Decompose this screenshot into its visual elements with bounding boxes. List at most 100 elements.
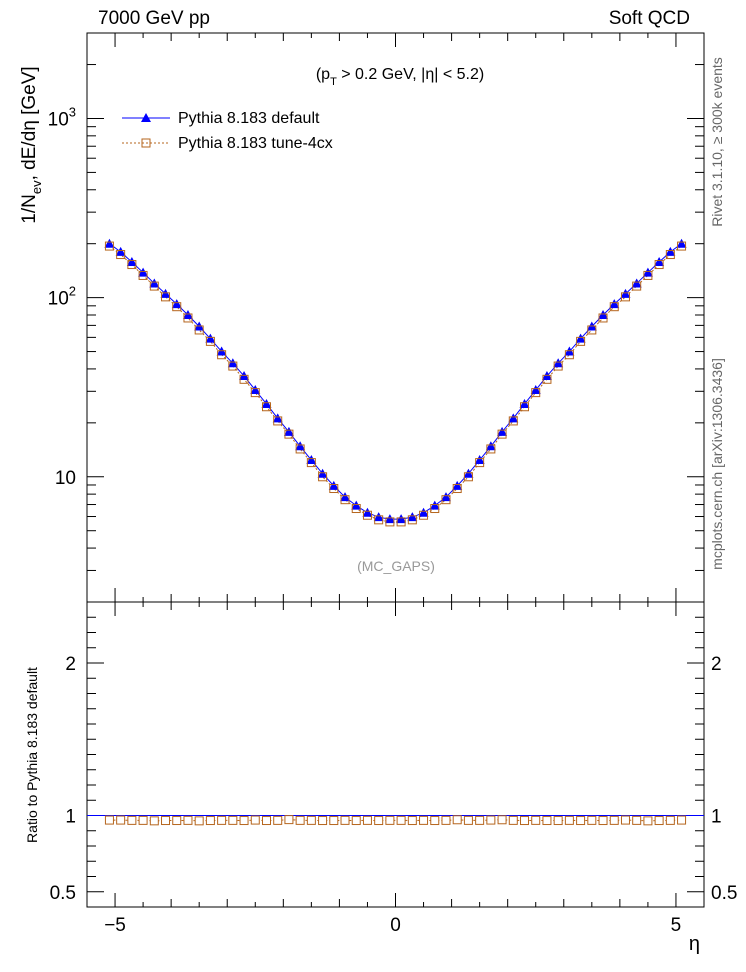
ratio-point-tune4cx [161, 816, 171, 826]
ratio-point-tune4cx [520, 816, 530, 826]
point-tune4cx [183, 313, 193, 323]
point-tune4cx [228, 361, 238, 371]
point-tune4cx [161, 292, 171, 302]
point-tune4cx [127, 260, 137, 270]
ratio-point-tune4cx [463, 815, 473, 825]
legend-marker-tune4cx [141, 138, 151, 148]
point-default [530, 385, 541, 395]
ratio-point-tune4cx [508, 815, 518, 825]
point-default [609, 299, 620, 309]
ratio-y-tick-label-right: 2 [711, 654, 722, 675]
point-tune4cx [318, 472, 328, 482]
ratio-point-tune4cx [430, 816, 440, 826]
point-default [182, 309, 193, 319]
point-tune4cx [497, 429, 507, 439]
ratio-point-tune4cx [149, 816, 159, 826]
point-tune4cx [239, 374, 249, 384]
ratio-point-tune4cx [250, 815, 260, 825]
point-default [104, 238, 115, 248]
legend: Pythia 8.183 default Pythia 8.183 tune-4… [122, 110, 333, 152]
legend-label-default: Pythia 8.183 default [178, 110, 320, 127]
x-tick-label: −5 [104, 915, 126, 936]
main-y-tick-label: 103 [48, 104, 76, 130]
ratio-point-tune4cx [576, 816, 586, 826]
ratio-point-tune4cx [261, 816, 271, 826]
point-default [474, 455, 485, 465]
series-line-default [109, 243, 682, 520]
point-tune4cx [531, 388, 541, 398]
x-tick-label: 0 [390, 915, 401, 936]
point-tune4cx [677, 241, 687, 251]
point-tune4cx [295, 444, 305, 454]
point-default [452, 480, 463, 490]
point-tune4cx [261, 402, 271, 412]
point-tune4cx [452, 484, 462, 494]
point-tune4cx [441, 495, 451, 505]
ratio-point-tune4cx [362, 815, 372, 825]
subtitle-rest: > 0.2 GeV, |η| < 5.2) [337, 66, 484, 83]
point-default [295, 441, 306, 451]
ratio-point-tune4cx [553, 816, 563, 826]
point-tune4cx [340, 495, 350, 505]
ratio-point-tune4cx [217, 815, 227, 825]
point-tune4cx [284, 429, 294, 439]
ratio-y-tick-label-right: 1 [711, 807, 722, 828]
ratio-point-tune4cx [587, 815, 597, 825]
point-tune4cx [273, 416, 283, 426]
ratio-point-tune4cx [452, 815, 462, 825]
ratio-point-tune4cx [116, 815, 126, 825]
ratio-point-tune4cx [632, 815, 642, 825]
point-tune4cx [564, 350, 574, 360]
point-tune4cx [643, 270, 653, 280]
point-default [149, 278, 160, 288]
point-default [665, 246, 676, 256]
ratio-point-tune4cx [183, 815, 193, 825]
point-default [676, 238, 687, 248]
point-default [171, 299, 182, 309]
point-tune4cx [486, 444, 496, 454]
mc-gaps-watermark: (MC_GAPS) [357, 558, 435, 574]
point-tune4cx [542, 374, 552, 384]
ratio-point-tune4cx [385, 815, 395, 825]
point-default [126, 257, 137, 267]
point-tune4cx [149, 281, 159, 291]
ratio-y-tick-label: 0.5 [50, 883, 76, 904]
ratio-point-tune4cx [329, 816, 339, 826]
ratio-point-tune4cx [295, 815, 305, 825]
point-tune4cx [329, 484, 339, 494]
point-default [340, 492, 351, 502]
point-default [429, 500, 440, 510]
main-y-tick-label: 10 [55, 468, 76, 489]
point-default [205, 333, 216, 343]
ratio-point-tune4cx [228, 815, 238, 825]
ratio-point-tune4cx [340, 815, 350, 825]
point-tune4cx [116, 250, 126, 260]
point-default [227, 358, 238, 368]
point-tune4cx [306, 458, 316, 468]
ratio-point-tune4cx [531, 815, 541, 825]
point-tune4cx [576, 336, 586, 346]
point-tune4cx [430, 504, 440, 514]
ratio-point-tune4cx [407, 816, 417, 826]
point-default [362, 507, 373, 517]
ratio-y-tick-label: 1 [65, 807, 76, 828]
point-default [485, 441, 496, 451]
point-tune4cx [553, 361, 563, 371]
main-y-tick-label: 102 [48, 284, 76, 310]
point-default [283, 426, 294, 436]
ratio-point-tune4cx [654, 816, 664, 826]
point-tune4cx [374, 515, 384, 525]
point-default [115, 246, 126, 256]
ratio-point-tune4cx [620, 815, 630, 825]
point-default [418, 507, 429, 517]
point-tune4cx [138, 270, 148, 280]
header-right: Soft QCD [609, 8, 690, 29]
point-default [519, 398, 530, 408]
ratio-point-tune4cx [374, 816, 384, 826]
ratio-point-tune4cx [564, 815, 574, 825]
ratio-point-tune4cx [138, 815, 148, 825]
point-tune4cx [609, 302, 619, 312]
point-default [272, 413, 283, 423]
point-default [440, 492, 451, 502]
